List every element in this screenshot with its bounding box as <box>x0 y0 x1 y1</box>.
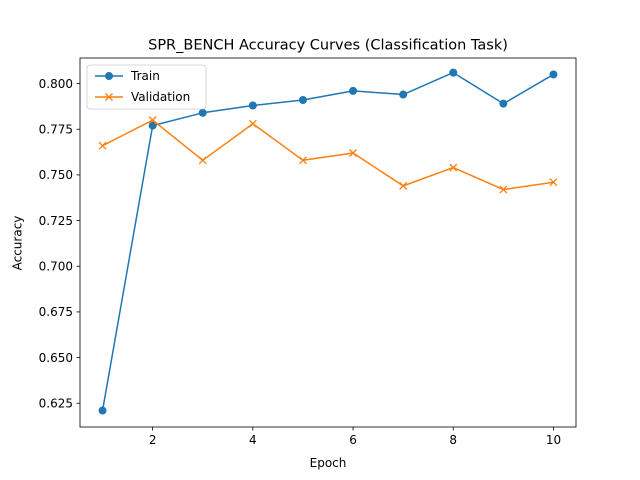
plot-frame <box>79 57 577 428</box>
train-point <box>449 68 458 77</box>
y-tick-label: 0.625 <box>39 396 73 410</box>
y-tick-label: 0.800 <box>39 77 73 91</box>
series-line-validation <box>102 119 554 191</box>
y-tick-label: 0.650 <box>39 351 73 365</box>
y-tick-label: 0.675 <box>39 305 73 319</box>
y-axis-title: Accuracy <box>11 216 25 271</box>
x-tick-label: 10 <box>546 433 561 447</box>
train-point <box>148 121 157 130</box>
y-tick-label: 0.725 <box>39 214 73 228</box>
y-tick-label: 0.700 <box>39 259 73 273</box>
train-point <box>349 86 358 95</box>
legend-label-validation: Validation <box>131 90 190 104</box>
series-line-train <box>101 71 554 411</box>
validation-point <box>298 156 307 165</box>
train-point <box>298 96 307 105</box>
validation-point <box>449 163 458 172</box>
x-axis-title: Epoch <box>310 456 347 470</box>
x-tick-label: 8 <box>449 433 457 447</box>
train-point <box>198 108 207 117</box>
x-tick-label: 2 <box>149 433 157 447</box>
legend-marker-train <box>105 72 113 80</box>
train-point <box>98 406 107 415</box>
y-tick-label: 0.775 <box>39 122 73 136</box>
legend-marker-validation <box>105 93 113 101</box>
train-point <box>248 101 257 110</box>
validation-point <box>349 149 358 157</box>
legend-label-train: Train <box>130 69 160 83</box>
train-point <box>399 90 408 99</box>
chart-title: SPR_BENCH Accuracy Curves (Classificatio… <box>148 38 508 54</box>
validation-point <box>198 156 207 165</box>
y-tick-label: 0.750 <box>39 168 73 182</box>
train-point <box>499 99 508 108</box>
validation-point <box>148 116 157 125</box>
validation-point <box>499 185 508 194</box>
validation-point <box>248 119 257 128</box>
x-tick-label: 4 <box>249 433 257 447</box>
x-tick-label: 6 <box>349 433 357 447</box>
validation-point <box>399 181 408 190</box>
train-point <box>549 70 558 79</box>
validation-point <box>98 141 107 150</box>
validation-point <box>549 178 558 187</box>
